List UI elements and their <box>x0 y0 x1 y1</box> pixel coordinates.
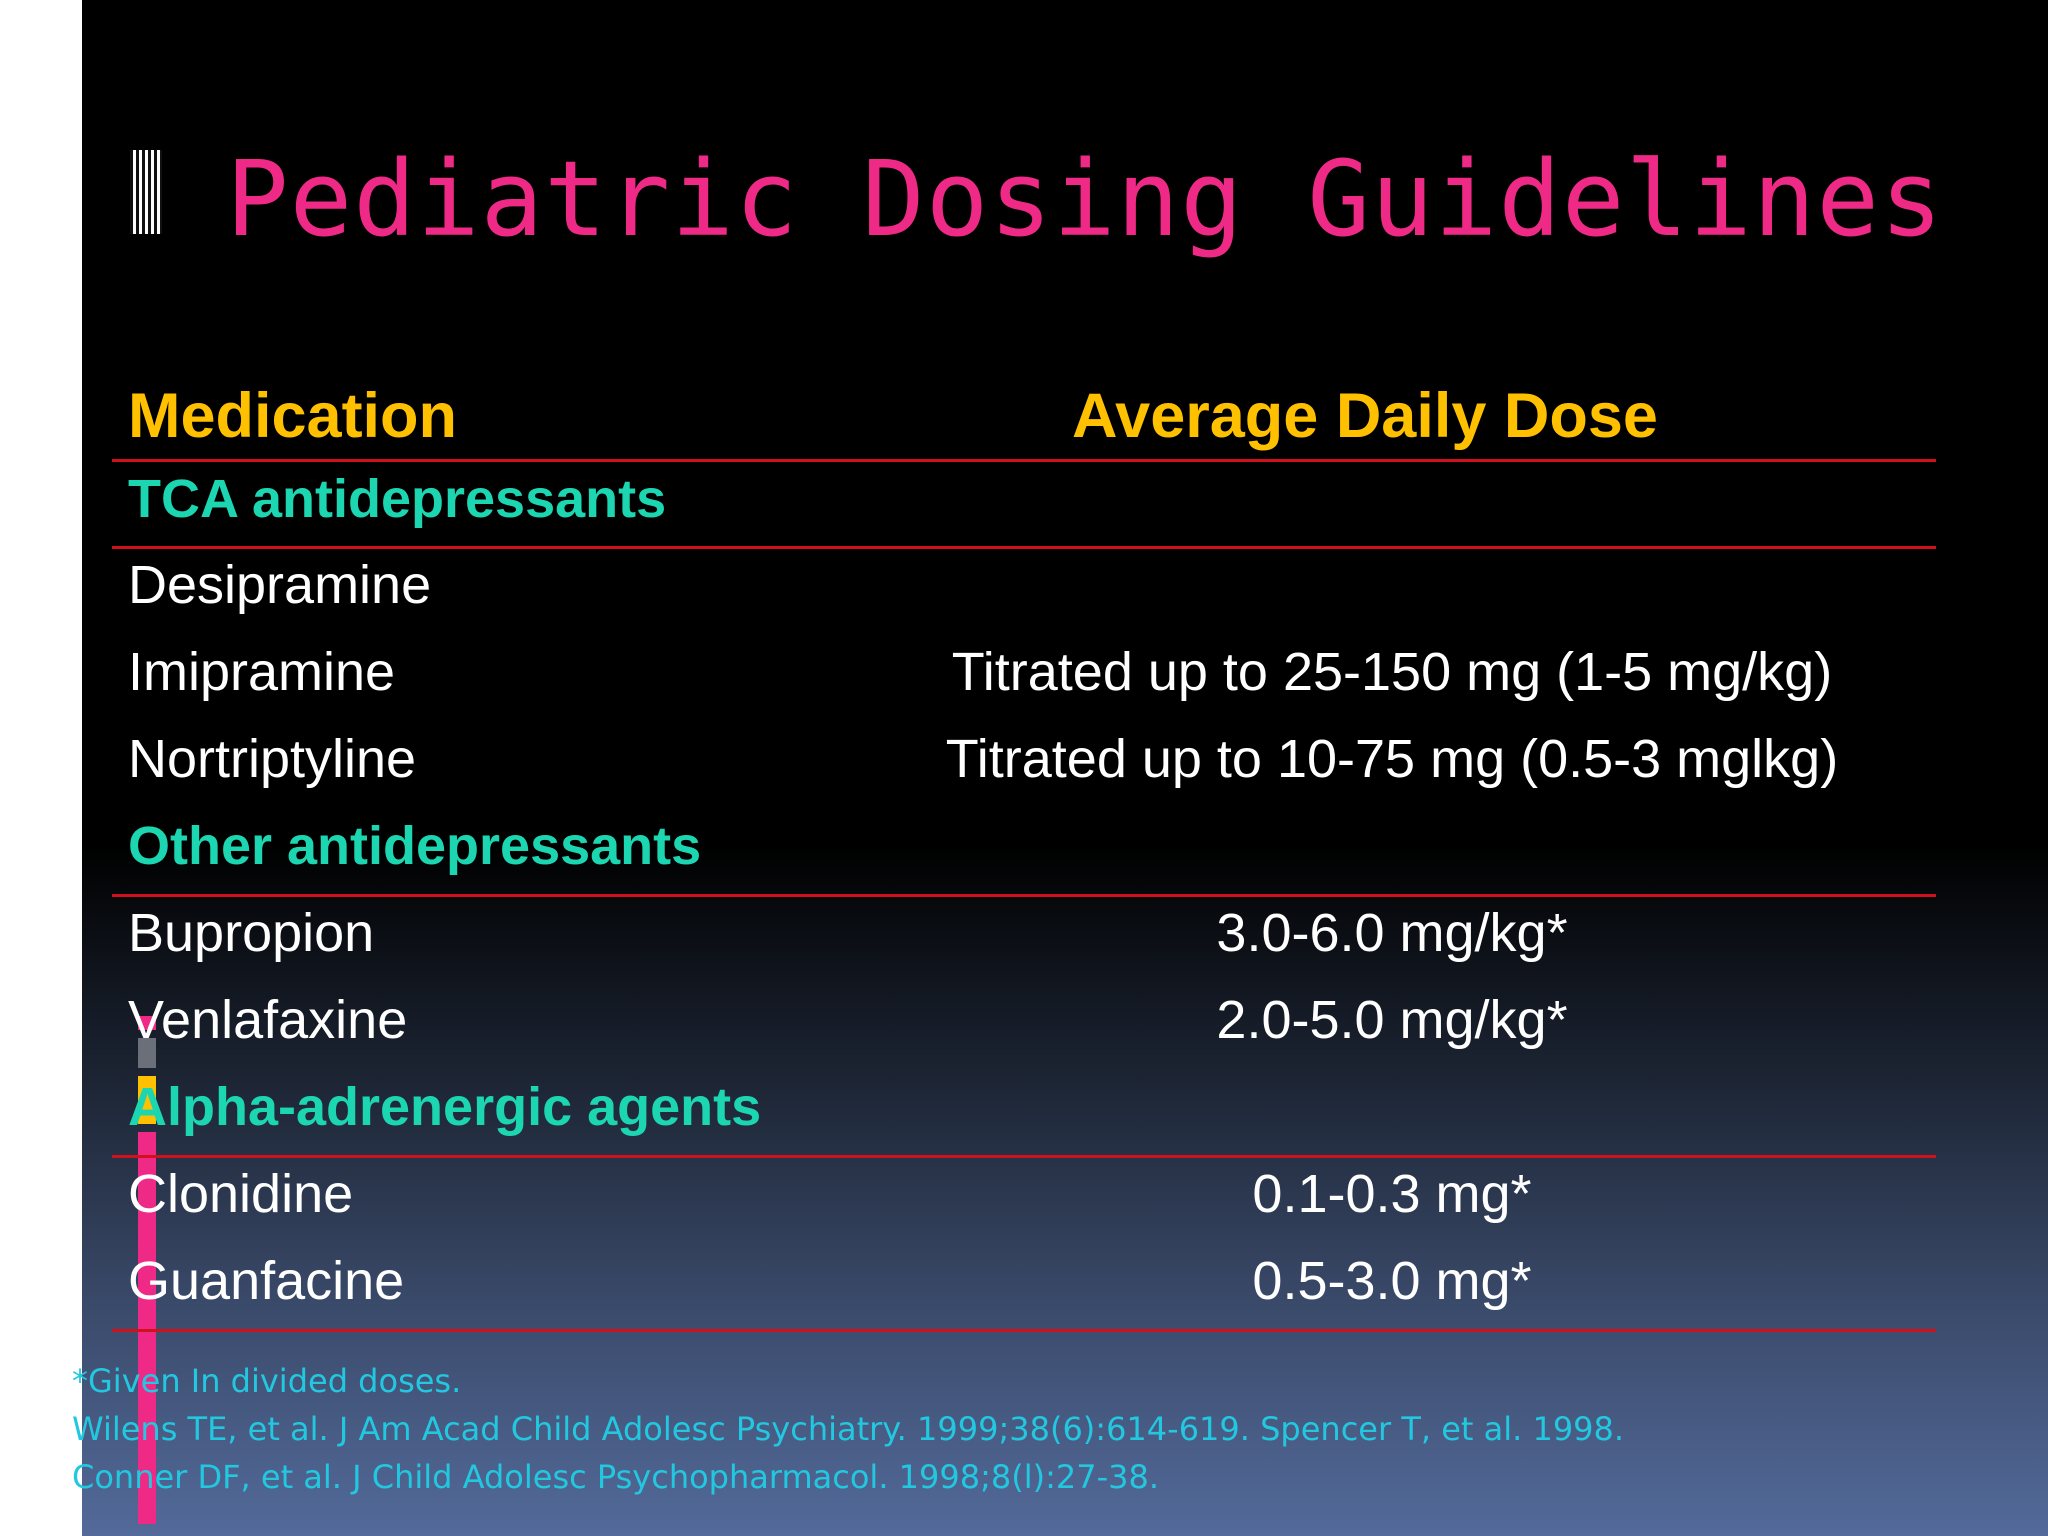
accent-bar-pink-top <box>138 1016 156 1030</box>
dose-bupropion: 3.0-6.0 mg/kg* <box>1216 903 1568 963</box>
medication-nortriptyline: Nortriptyline <box>128 729 417 789</box>
footnote-divided-doses: *Given In divided doses. <box>72 1362 462 1400</box>
category-tca: TCA antidepressants <box>128 469 667 529</box>
dose-guanfacine: 0.5-3.0 mg* <box>1252 1251 1532 1311</box>
category-rule-other <box>112 894 1936 897</box>
category-rule-alpha <box>112 1155 1936 1158</box>
medication-desipramine: Desipramine <box>128 555 432 615</box>
category-alpha-adrenergic: Alpha-adrenergic agents <box>128 1077 762 1137</box>
category-rule-tca <box>112 546 1936 549</box>
dose-imipramine: Titrated up to 25-150 mg (1-5 mg/kg) <box>951 642 1833 702</box>
medication-imipramine: Imipramine <box>128 642 396 702</box>
table-bottom-rule <box>112 1329 1936 1332</box>
category-other-antidepressants: Other antidepressants <box>128 816 702 876</box>
striped-decoration-icon <box>130 150 162 234</box>
dose-nortriptyline: Titrated up to 10-75 mg (0.5-3 mglkg) <box>945 729 1839 789</box>
medication-clonidine: Clonidine <box>128 1164 354 1224</box>
dose-venlafaxine: 2.0-5.0 mg/kg* <box>1216 990 1568 1050</box>
column-header-dose: Average Daily Dose <box>1072 381 1658 451</box>
accent-bar-pink <box>138 1132 156 1524</box>
column-header-medication: Medication <box>128 381 458 451</box>
slide-title: Pediatric Dosing Guidelines <box>226 138 1944 260</box>
medication-venlafaxine: Venlafaxine <box>128 990 408 1050</box>
accent-bar-yellow <box>138 1076 156 1124</box>
slide <box>82 0 2048 1536</box>
medication-bupropion: Bupropion <box>128 903 375 963</box>
accent-bar-gray <box>138 1038 156 1068</box>
header-rule <box>112 459 1936 462</box>
left-margin-strip <box>0 0 82 1536</box>
footnote-reference-wilens: Wilens TE, et al. J Am Acad Child Adoles… <box>72 1410 1625 1448</box>
dose-clonidine: 0.1-0.3 mg* <box>1252 1164 1532 1224</box>
footnote-reference-conner: Conner DF, et al. J Child Adolesc Psycho… <box>72 1458 1160 1496</box>
medication-guanfacine: Guanfacine <box>128 1251 405 1311</box>
